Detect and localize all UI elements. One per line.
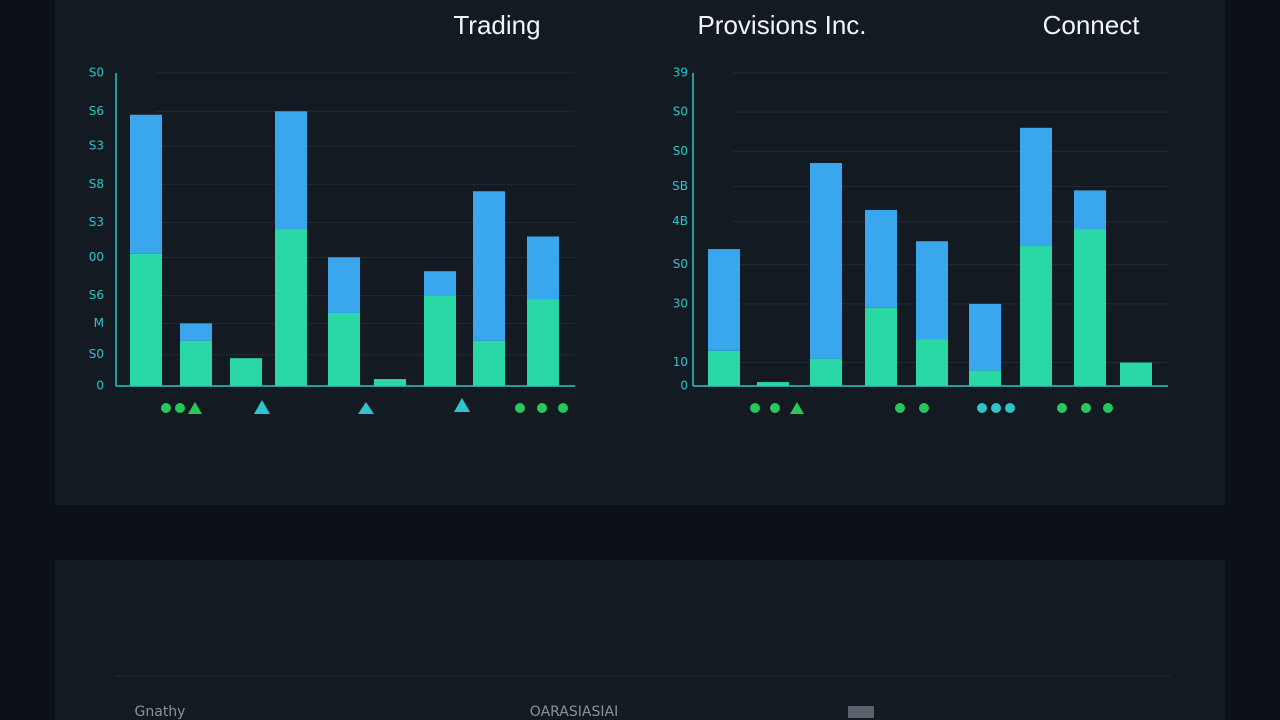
y-tick-label: 39	[673, 66, 688, 80]
bar-segment	[473, 191, 505, 341]
y-tick-label: SB	[672, 179, 688, 193]
footer-label: Gnathy	[135, 704, 186, 720]
y-tick-label: S8	[89, 177, 104, 191]
bar-segment	[969, 370, 1001, 386]
bar-segment	[708, 249, 740, 351]
y-tick-label: 0	[96, 379, 104, 393]
y-tick-label: S0	[89, 347, 104, 361]
y-tick-label: 4B	[672, 214, 688, 228]
bar-segment	[130, 253, 162, 386]
bar-segment	[916, 339, 948, 386]
bar-segment	[275, 229, 307, 386]
y-tick-label: S3	[89, 215, 104, 229]
bar-segment	[1020, 245, 1052, 386]
y-tick-label: S3	[89, 139, 104, 153]
bar-segment	[527, 299, 559, 386]
bar-segment	[180, 340, 212, 386]
y-tick-label: S6	[89, 288, 104, 302]
bar-segment	[1020, 127, 1052, 246]
y-tick-label: 0	[680, 379, 688, 393]
bar-segment	[527, 236, 559, 300]
bar-segment	[328, 312, 360, 386]
x-icons	[161, 398, 1113, 414]
bar-segment	[1074, 229, 1106, 386]
bar-segment	[708, 350, 740, 386]
bar-segment	[1074, 190, 1106, 230]
bar-segment	[916, 241, 948, 340]
bar-segment	[810, 162, 842, 359]
bar-segment	[757, 382, 789, 386]
y-tick-label: S0	[89, 66, 104, 80]
tab[interactable]: Provisions Inc.	[697, 10, 866, 40]
bar-segment	[865, 307, 897, 386]
tab[interactable]: Connect	[1043, 10, 1141, 40]
y-tick-label: S0	[673, 105, 688, 119]
y-tick-label: 00	[89, 250, 104, 264]
y-tick-label: S0	[673, 257, 688, 271]
y-tick-label: S0	[673, 144, 688, 158]
bar-segment	[374, 379, 406, 386]
bar-segment	[230, 358, 262, 386]
bar-segment	[969, 303, 1001, 371]
lower-panel	[55, 560, 1225, 720]
bar-segment	[424, 271, 456, 296]
bar-segment	[473, 340, 505, 386]
footer-label: OARASIASIAI	[530, 704, 618, 720]
y-tick-label: M	[94, 316, 104, 330]
bar-segment	[865, 209, 897, 308]
footer-icon	[848, 706, 874, 718]
bar-segment	[275, 111, 307, 230]
y-tick-label: 10	[673, 355, 688, 369]
bar-segment	[180, 323, 212, 341]
bar-segment	[328, 257, 360, 313]
tab[interactable]: Trading	[453, 10, 540, 40]
y-tick-label: S6	[89, 104, 104, 118]
bar-segment	[424, 295, 456, 386]
bar-segment	[1120, 362, 1152, 386]
bar-segment	[810, 358, 842, 386]
y-tick-label: 30	[673, 296, 688, 310]
bar-segment	[130, 114, 162, 254]
